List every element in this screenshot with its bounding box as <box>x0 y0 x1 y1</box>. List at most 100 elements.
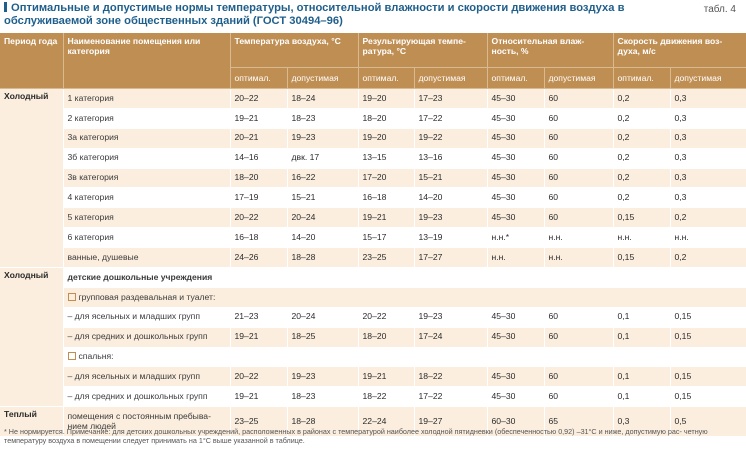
value-cell: 14–20 <box>414 187 488 209</box>
period-cell: Холодный <box>0 88 64 269</box>
value-cell: 0,2 <box>613 148 671 169</box>
name-cell: – для ясельных и младших групп <box>63 307 231 328</box>
value-cell: 18–22 <box>414 366 488 388</box>
value-cell: 23–25 <box>358 247 415 269</box>
value-cell: 60 <box>544 148 614 169</box>
value-cell: 19–23 <box>287 128 359 149</box>
group-heading: спальня: <box>63 347 746 368</box>
value-cell: 23–25 <box>230 406 288 438</box>
value-cell: 16–18 <box>230 227 288 249</box>
subheader-allowed: допустимая <box>287 67 359 89</box>
table-row: 3а категория 20–21 19–23 19–20 19–22 45–30 60 0… <box>0 128 746 149</box>
table-row: 4 категория 17–19 15–21 16–18 14–20 45–30 60 0,… <box>0 187 746 209</box>
value-cell: 0,2 <box>613 108 671 129</box>
name-cell: 6 категория <box>63 227 231 249</box>
header-speed: Скорость движения воз- духа, м/с <box>613 33 746 68</box>
value-cell: 0,2 <box>670 207 746 229</box>
value-cell: 22–24 <box>358 406 415 438</box>
table-row: 6 категория 16–18 14–20 15–17 13–19 н.н.* н.н.… <box>0 227 746 249</box>
norms-table: Период года Наименование помещения или к… <box>0 33 746 438</box>
value-cell: 14–16 <box>230 148 288 169</box>
name-cell: 3а категория <box>63 128 231 149</box>
value-cell: 18–25 <box>287 327 359 348</box>
period-cell: Теплый <box>0 406 64 438</box>
value-cell: 45–30 <box>487 88 545 109</box>
value-cell: 60 <box>544 187 614 209</box>
subheader-optimal: оптимал. <box>613 67 671 89</box>
header-humidity: Относительная влаж- ность, % <box>487 33 614 68</box>
value-cell: 60 <box>544 327 614 348</box>
value-cell: 0,15 <box>670 327 746 348</box>
value-cell: 0,2 <box>613 168 671 189</box>
value-cell: 20–21 <box>230 128 288 149</box>
header-result-temp: Результирующая темпе- ратура, °С <box>358 33 488 68</box>
value-cell: 20–24 <box>287 307 359 328</box>
value-cell: 17–20 <box>358 168 415 189</box>
value-cell: 17–22 <box>414 108 488 129</box>
section-heading: детские дошкольные учреждения <box>63 267 746 288</box>
value-cell: 60 <box>544 168 614 189</box>
value-cell: 45–30 <box>487 128 545 149</box>
group-heading: групповая раздевальная и туалет: <box>63 287 746 308</box>
value-cell: 20–22 <box>230 366 288 388</box>
value-cell: н.н. <box>487 247 545 269</box>
value-cell: 19–21 <box>230 386 288 408</box>
value-cell: 19–20 <box>358 88 415 109</box>
value-cell: 18–23 <box>287 386 359 408</box>
checkbox-icon <box>67 352 76 361</box>
name-cell: – для средних и дошкольных групп <box>63 327 231 348</box>
value-cell: 0,15 <box>670 386 746 408</box>
value-cell: 0,15 <box>670 307 746 328</box>
name-cell: 3б категория <box>63 148 231 169</box>
table-row: 5 категория 20–22 20–24 19–21 19–23 45–30 60 0,… <box>0 207 746 229</box>
value-cell: 18–20 <box>230 168 288 189</box>
name-cell: ванные, душевые <box>63 247 231 269</box>
value-cell: 14–20 <box>287 227 359 249</box>
value-cell: 45–30 <box>487 366 545 388</box>
value-cell: 20–22 <box>358 307 415 328</box>
header-temp: Температура воздуха, °С <box>230 33 359 68</box>
name-cell: – для средних и дошкольных групп <box>63 386 231 408</box>
table-number: табл. 4 <box>703 4 736 15</box>
value-cell: 0,3 <box>670 108 746 129</box>
table-row: – для средних и дошкольных групп 19–21 18–… <box>0 386 746 408</box>
value-cell: 19–23 <box>414 307 488 328</box>
name-cell: 5 категория <box>63 207 231 229</box>
subheader-optimal: оптимал. <box>230 67 288 89</box>
header-name: Наименование помещения или категория <box>63 33 231 89</box>
value-cell: 15–17 <box>358 227 415 249</box>
table-row: – для ясельных и младших групп 20–22 19–23… <box>0 366 746 388</box>
value-cell: 0,2 <box>613 187 671 209</box>
value-cell: 20–24 <box>287 207 359 229</box>
value-cell: 45–30 <box>487 327 545 348</box>
table-row: 3в категория 18–20 16–22 17–20 15–21 45–30 60 0… <box>0 168 746 189</box>
table-row: 2 категория 19–21 18–23 18–20 17–22 45–30 60 0,… <box>0 108 746 129</box>
value-cell: 16–18 <box>358 187 415 209</box>
table-row: Холодный детские дошкольные учреждения <box>0 267 746 408</box>
value-cell: 0,2 <box>613 128 671 149</box>
value-cell: 19–21 <box>230 108 288 129</box>
value-cell: 18–28 <box>287 247 359 269</box>
value-cell: 0,15 <box>613 207 671 229</box>
value-cell: 19–23 <box>414 207 488 229</box>
value-cell: 21–23 <box>230 307 288 328</box>
value-cell: 18–20 <box>358 327 415 348</box>
value-cell: 0,3 <box>670 148 746 169</box>
value-cell: 65 <box>544 406 614 438</box>
table-row: Теплый помещения с постоянным пребыва- ни… <box>0 406 746 438</box>
subheader-optimal: оптимал. <box>358 67 415 89</box>
value-cell: 0,3 <box>670 88 746 109</box>
name-cell: помещения с постоянным пребыва- нием люд… <box>63 406 231 438</box>
period-cell: Холодный <box>0 267 64 408</box>
name-cell: – для ясельных и младших групп <box>63 366 231 388</box>
value-cell: 0,3 <box>670 168 746 189</box>
value-cell: 0,3 <box>613 406 671 438</box>
value-cell: 45–30 <box>487 307 545 328</box>
value-cell: 20–22 <box>230 207 288 229</box>
value-cell: 13–15 <box>358 148 415 169</box>
value-cell: 19–21 <box>358 207 415 229</box>
value-cell: 15–21 <box>414 168 488 189</box>
value-cell: 17–23 <box>414 88 488 109</box>
value-cell: 16–22 <box>287 168 359 189</box>
value-cell: 18–20 <box>358 108 415 129</box>
